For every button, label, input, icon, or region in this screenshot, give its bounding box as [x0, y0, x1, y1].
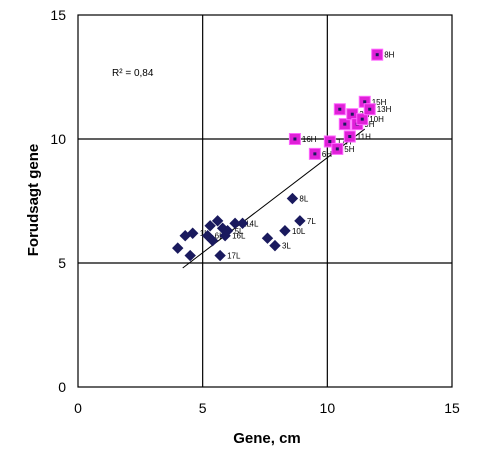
data-point-diamond — [172, 242, 184, 254]
point-label: 10H — [369, 115, 384, 124]
y-tick-label: 5 — [58, 255, 66, 271]
data-point-diamond — [229, 217, 241, 230]
x-tick-label: 5 — [199, 400, 207, 416]
y-axis-title: Forudsagt gene — [25, 144, 42, 257]
data-point-diamond — [186, 227, 199, 239]
square-series: 16H6H17H5H11H3H9H10H15H13H8H — [288, 48, 395, 160]
x-tick-label: 15 — [444, 400, 460, 416]
data-point-diamond — [261, 232, 274, 244]
data-point-diamond — [221, 225, 234, 237]
plot-frame — [77, 14, 453, 388]
data-point-square-center — [343, 122, 347, 126]
data-point-square-center — [328, 139, 332, 143]
data-point-diamond — [294, 215, 306, 227]
data-point-square-center — [368, 107, 372, 111]
data-point-diamond — [236, 217, 249, 230]
y-tick-label: 10 — [50, 131, 66, 147]
data-point-diamond — [214, 249, 226, 262]
point-label: 6L — [215, 232, 224, 241]
data-point-square-center — [375, 53, 379, 57]
point-label: 8L — [299, 195, 308, 204]
diamond-series: 1L6L16L17L5L2L4L3L10L7L8L — [172, 192, 316, 262]
data-point-square-center — [293, 137, 297, 141]
point-label: 5L — [235, 227, 244, 236]
point-label: 10L — [292, 227, 306, 236]
x-axis-title: Gene, cm — [233, 430, 301, 447]
point-label: 15H — [372, 98, 387, 107]
y-tick-label: 15 — [50, 7, 66, 23]
point-label: 5H — [344, 145, 354, 154]
data-point-square-center — [348, 135, 352, 139]
point-label: 16H — [302, 135, 317, 144]
point-label: 7L — [307, 217, 316, 226]
x-tick-label: 0 — [74, 400, 82, 416]
grid-lines — [78, 15, 452, 387]
data-point-diamond — [204, 220, 216, 232]
data-point-square-center — [363, 100, 367, 104]
point-label: 17L — [227, 252, 241, 261]
y-tick-label: 0 — [58, 379, 66, 395]
point-label: 6H — [322, 150, 332, 159]
data-point-diamond — [279, 225, 291, 237]
point-label: 4L — [250, 219, 259, 228]
data-points: 1L6L16L17L5L2L4L3L10L7L8L16H6H17H5H11H3H… — [172, 48, 395, 262]
point-label: 8H — [384, 51, 394, 60]
tick-labels: 0 5 10 15 0 5 10 15 — [50, 7, 460, 416]
point-label: 11H — [357, 133, 371, 142]
data-point-diamond — [206, 234, 219, 247]
data-point-diamond — [211, 215, 224, 227]
data-point-square-center — [350, 112, 354, 116]
point-label: 16L — [232, 232, 246, 241]
x-tick-label: 10 — [320, 400, 336, 416]
data-point-diamond — [286, 192, 299, 205]
data-point-square-center — [313, 152, 317, 156]
point-label: 9H — [364, 120, 374, 129]
data-point-square-center — [338, 107, 342, 111]
point-label: 3L — [282, 242, 291, 251]
r-squared-annotation: R² = 0,84 — [112, 68, 154, 79]
data-point-diamond — [184, 249, 196, 262]
data-point-square-center — [360, 117, 364, 121]
point-label: 13H — [377, 105, 392, 114]
data-point-square-center — [335, 147, 339, 151]
data-point-diamond — [269, 239, 281, 252]
